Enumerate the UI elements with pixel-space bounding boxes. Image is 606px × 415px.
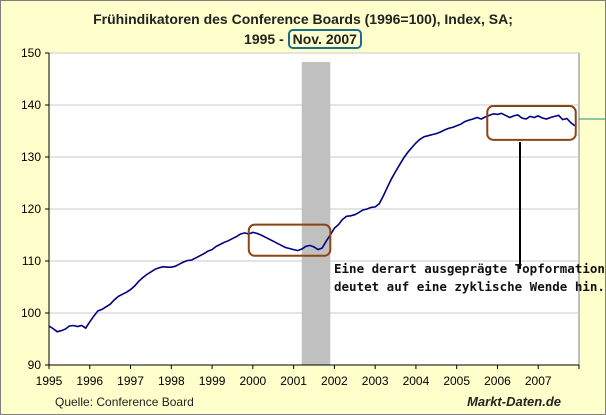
x-tick-label: 1998 (158, 374, 185, 388)
x-tick-label: 2002 (321, 374, 348, 388)
brand-label: Markt-Daten.de (467, 394, 561, 409)
y-tick-label: 130 (21, 150, 41, 164)
chart-annotation: Eine derart ausgeprägte Topformation deu… (334, 260, 605, 296)
y-tick-label: 150 (21, 46, 41, 60)
y-tick-label: 90 (28, 358, 42, 372)
chart-subtitle: 1995 - Nov. 2007 (1, 29, 605, 49)
highlight-box-1 (247, 223, 332, 257)
x-tick-label: 2000 (239, 374, 266, 388)
x-tick-label: 2007 (525, 374, 552, 388)
x-tick-label: 2003 (362, 374, 389, 388)
y-tick-label: 110 (22, 254, 41, 268)
recession-band (301, 62, 331, 365)
date-range-start: 1995 - (244, 31, 288, 47)
x-tick-label: 1997 (117, 374, 144, 388)
chart-title: Frühindikatoren des Conference Boards (1… (93, 11, 513, 27)
source-note: Quelle: Conference Board (55, 395, 194, 409)
x-tick-label: 2005 (443, 374, 470, 388)
y-tick-label: 120 (21, 202, 41, 216)
highlight-box-2 (486, 105, 577, 141)
x-tick-label: 1999 (199, 374, 226, 388)
x-tick-label: 2004 (403, 374, 430, 388)
y-tick-label: 100 (21, 306, 41, 320)
x-tick-label: 2001 (280, 374, 307, 388)
annotation-line-2: deutet auf eine zyklische Wende hin. (334, 279, 605, 294)
y-tick-label: 140 (21, 98, 41, 112)
x-tick-label: 1996 (76, 374, 103, 388)
date-range-end-highlight: Nov. 2007 (287, 29, 362, 49)
annotation-line-1: Eine derart ausgeprägte Topformation (334, 261, 605, 276)
x-tick-label: 2006 (484, 374, 511, 388)
x-tick-label: 1995 (36, 374, 63, 388)
